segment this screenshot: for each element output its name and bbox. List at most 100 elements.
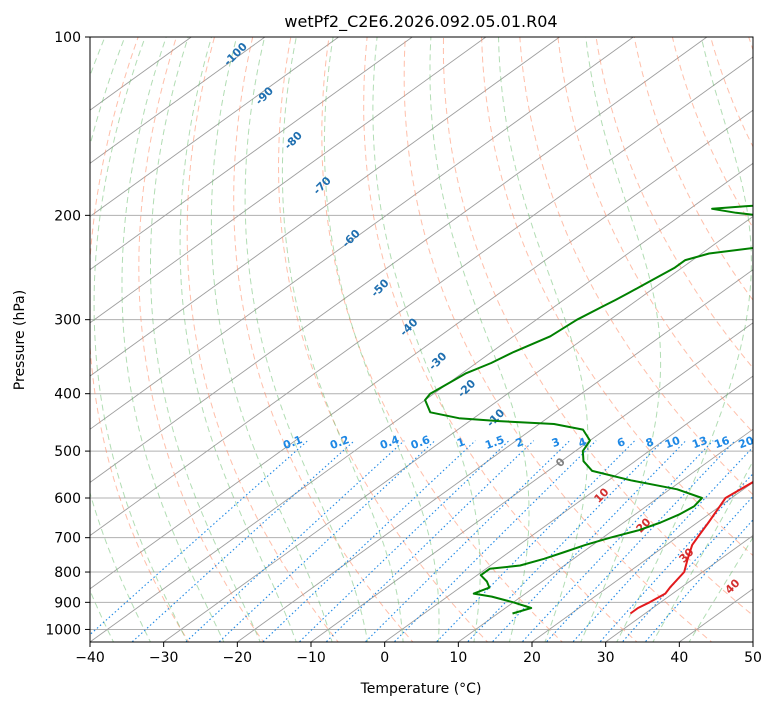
y-tick-label: 1000 <box>45 622 81 638</box>
mixing-ratio-line <box>644 519 753 642</box>
mixing-ratio-label: 0.6 <box>409 433 432 452</box>
y-tick-label: 900 <box>54 595 81 611</box>
mixing-ratio-line <box>131 440 355 642</box>
moist-adiabat-label: -100 <box>221 40 250 69</box>
mixing-ratio-label: 6 <box>615 435 627 450</box>
mixing-ratio-line <box>545 440 736 642</box>
moist-adiabat-label: -30 <box>426 349 449 372</box>
moist-adiabat-line <box>93 37 188 642</box>
sounding-profiles <box>424 204 753 615</box>
x-tick-label: 20 <box>523 650 541 666</box>
x-tick-label: −40 <box>75 650 105 666</box>
moist-adiabat-line <box>150 37 261 642</box>
x-tick-label: 30 <box>597 650 615 666</box>
mixing-ratio-label: 4 <box>577 435 589 450</box>
adiabat-labels: 0.10.20.40.611.52346810131620253036-100-… <box>221 40 753 597</box>
isotherm-line <box>90 37 708 483</box>
mixing-ratio-line <box>184 440 405 642</box>
moist-adiabat-label: -50 <box>368 276 391 299</box>
x-tick-label: −30 <box>149 650 179 666</box>
mixing-ratio-label: 8 <box>644 435 656 450</box>
dry-adiabat-line <box>233 37 414 642</box>
mixing-ratio-label: 1 <box>455 435 467 450</box>
dry-adiabat-label: 0 <box>553 455 568 470</box>
y-tick-label: 100 <box>54 30 81 46</box>
dry-adiabat-line <box>138 37 265 642</box>
mixing-ratio-line <box>521 440 714 642</box>
chart-title: wetPf2_C2E6.2026.092.05.01.R04 <box>284 12 557 32</box>
isotherm-line <box>90 37 340 218</box>
isotherm-line <box>90 109 753 590</box>
dry-adiabat-label: 10 <box>592 485 612 505</box>
dry-adiabat-line <box>186 37 339 642</box>
isotherm-line <box>90 37 414 271</box>
y-tick-label: 400 <box>54 387 81 403</box>
moist-adiabat-line <box>372 37 481 642</box>
isotherm-line <box>236 269 753 642</box>
x-tick-label: −20 <box>223 650 253 666</box>
moist-adiabat-line <box>281 37 404 642</box>
x-tick-label: −10 <box>296 650 326 666</box>
y-tick-label: 200 <box>54 208 81 224</box>
moist-adiabat-line <box>497 37 589 642</box>
background-lines <box>90 37 753 642</box>
dry-adiabat-line <box>442 37 753 617</box>
mixing-ratio-label: 16 <box>712 434 731 452</box>
dry-adiabat-line <box>363 37 638 642</box>
mixing-ratio-label: 0.4 <box>378 433 401 452</box>
x-tick-label: 10 <box>449 650 467 666</box>
moist-adiabat-label: -10 <box>484 406 507 429</box>
dry-adiabat-line <box>519 37 753 496</box>
isotherm-line <box>90 37 487 324</box>
mixing-ratio-line <box>90 440 309 636</box>
moist-adiabat-label: -90 <box>253 84 276 107</box>
isotherm-line <box>457 428 753 642</box>
dry-adiabat-line <box>277 37 489 642</box>
moist-adiabat-line <box>90 37 115 642</box>
dry-adiabat-line <box>710 37 753 148</box>
x-axis-label: Temperature (°C) <box>360 681 482 697</box>
mixing-ratio-label: 0.2 <box>328 433 351 452</box>
mixing-ratio-line <box>298 440 510 642</box>
moist-adiabat-label: -80 <box>282 129 305 152</box>
isotherm-line <box>90 37 193 111</box>
dry-adiabat-line <box>90 37 190 642</box>
isotherm-line <box>604 535 753 642</box>
mixing-ratio-line <box>599 472 753 642</box>
mixing-ratio-line <box>393 440 597 642</box>
isotherm-line <box>90 37 561 377</box>
moist-adiabat-label: -70 <box>311 174 334 197</box>
mixing-ratio-line <box>572 446 753 642</box>
plot-frame <box>89 36 754 643</box>
moist-adiabat-line <box>210 37 333 642</box>
dry-adiabat-line <box>403 37 713 642</box>
moist-adiabat-line <box>121 37 225 642</box>
mixing-ratio-line <box>491 440 687 642</box>
moist-adiabat-line <box>429 37 530 642</box>
moist-adiabat-line <box>616 37 752 642</box>
x-tick-label: 40 <box>670 650 688 666</box>
moist-adiabat-line <box>323 37 440 642</box>
mixing-ratio-line <box>621 495 753 642</box>
moist-adiabat-label: -20 <box>455 377 478 400</box>
y-axis-label: Pressure (hPa) <box>12 290 28 390</box>
moist-adiabat-line <box>179 37 297 642</box>
mixing-ratio-line <box>325 440 535 642</box>
y-tick-label: 800 <box>54 565 81 581</box>
mixing-ratio-label: 13 <box>690 434 709 451</box>
moist-adiabat-line <box>580 37 662 642</box>
mixing-ratio-line <box>466 440 664 642</box>
isotherm-line <box>90 56 753 537</box>
y-tick-label: 300 <box>54 313 81 329</box>
mixing-ratio-line <box>364 440 571 642</box>
dry-adiabat-line <box>321 37 564 642</box>
axes: −40 −30 −20 −10 0 10 20 30 40 50 100 200 300 400 500 6 0… <box>45 30 762 666</box>
isotherm-line <box>383 375 753 642</box>
y-tick-label: 500 <box>54 444 81 460</box>
y-tick-label: 700 <box>54 531 81 547</box>
dry-adiabat-line <box>748 37 753 52</box>
mixing-ratio-label: 0.1 <box>281 433 304 452</box>
isotherm-line <box>90 37 266 164</box>
x-tick-label: 50 <box>744 650 762 666</box>
dewpoint-profile-line <box>424 204 753 615</box>
